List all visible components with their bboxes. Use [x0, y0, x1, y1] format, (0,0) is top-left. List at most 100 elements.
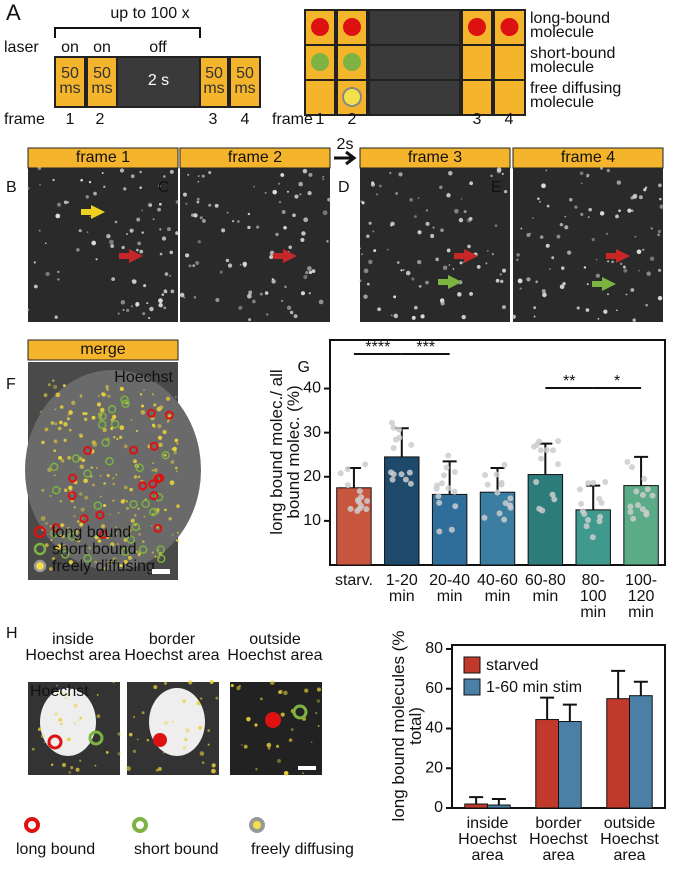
speck [54, 712, 58, 716]
grid-box [461, 44, 493, 81]
speck [538, 200, 541, 203]
speck [316, 699, 321, 703]
speck [73, 506, 76, 509]
data-dot [583, 523, 590, 530]
frame-number: 2 [96, 111, 105, 128]
long-marker [47, 734, 63, 750]
box-label: 50 ms [203, 65, 225, 97]
speck [156, 525, 160, 529]
speck [162, 175, 166, 178]
speck [126, 233, 128, 236]
speck [107, 394, 111, 398]
speck [119, 425, 125, 431]
speck [50, 538, 53, 542]
short-marker [156, 554, 166, 564]
legend-swatch [463, 656, 481, 674]
frame-header-label: frame 1 [76, 149, 130, 166]
speck [603, 309, 608, 314]
speck [425, 280, 429, 285]
free-dot [342, 87, 362, 107]
data-dot [624, 458, 631, 465]
short-marker [135, 463, 144, 473]
molecule-label: long-bound molecule [530, 10, 611, 41]
long-marker [146, 408, 156, 418]
speck [290, 727, 294, 731]
long-marker [153, 523, 163, 533]
speck [153, 403, 157, 407]
speck [88, 546, 92, 550]
speck [266, 742, 272, 748]
speck [126, 308, 130, 312]
speck [93, 191, 97, 196]
data-dot [579, 508, 586, 515]
frame-box [229, 56, 261, 108]
speck [66, 201, 70, 204]
speck [109, 513, 111, 516]
speck [130, 174, 135, 179]
speck [583, 266, 587, 269]
speck [176, 442, 179, 445]
speck [529, 232, 532, 235]
data-dot [501, 516, 508, 523]
data-dot [590, 479, 597, 486]
speck [169, 169, 174, 174]
speck [53, 474, 56, 477]
y-tick-label: 40 [425, 720, 443, 737]
frame-box [54, 56, 86, 108]
frame-number: 1 [66, 111, 75, 128]
speck [141, 711, 145, 715]
speck [153, 426, 156, 428]
short-marker [105, 457, 114, 466]
speck [137, 554, 141, 557]
x-tick-label: 40-60 min [477, 572, 518, 605]
speck [623, 268, 628, 273]
error-bar [611, 669, 626, 699]
speck [393, 313, 399, 319]
speck [430, 233, 435, 239]
speck [94, 560, 98, 564]
speck [73, 515, 76, 518]
speck [595, 258, 598, 261]
speck [658, 268, 662, 272]
speck [159, 405, 164, 410]
speck [579, 171, 584, 176]
speck [101, 172, 104, 175]
speck [70, 766, 74, 770]
speck [533, 306, 537, 310]
speck [281, 299, 284, 302]
error-bar [469, 796, 484, 805]
short-marker [71, 454, 81, 463]
speck [368, 259, 373, 265]
speck [80, 178, 84, 182]
panel-letter: E [491, 179, 502, 196]
data-dot [438, 480, 445, 487]
frame-header-label: frame 2 [228, 149, 282, 166]
speck [102, 504, 107, 508]
speck [439, 298, 445, 303]
speck [586, 283, 589, 286]
laser-state: off [149, 39, 167, 56]
micrograph [360, 168, 510, 322]
speck [375, 193, 379, 196]
speck [76, 248, 80, 252]
speck [197, 180, 200, 183]
speck [361, 201, 365, 205]
speck [38, 229, 41, 232]
error-bar [491, 798, 506, 806]
speck [377, 307, 381, 312]
speck [240, 743, 243, 746]
speck [55, 392, 61, 398]
data-dot [356, 488, 363, 495]
grid-box [304, 79, 336, 116]
speck [622, 265, 626, 269]
speck [126, 766, 131, 771]
frame-number: 3 [209, 111, 218, 128]
speck [302, 168, 308, 174]
speck [432, 226, 435, 229]
speck [248, 290, 253, 295]
significance-label: *** [416, 339, 435, 356]
speck [414, 215, 417, 218]
speck [446, 248, 451, 253]
speck [184, 737, 188, 742]
data-dot [644, 486, 651, 493]
